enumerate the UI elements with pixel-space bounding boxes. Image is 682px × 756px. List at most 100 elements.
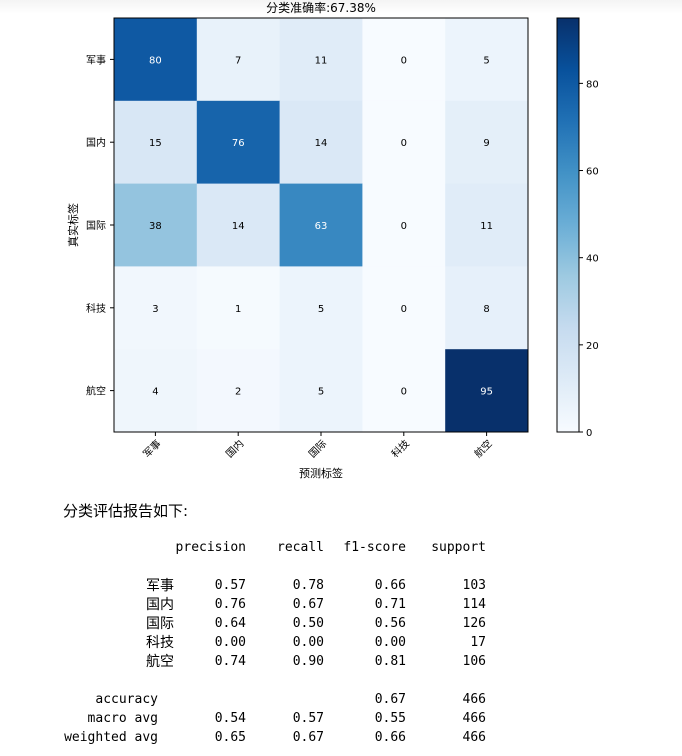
weighted-avg-f1: 0.66 [374,730,406,745]
macro-avg-support: 466 [462,711,486,726]
report-row-label: 航空 [146,654,174,670]
report-row-recall: 0.50 [292,616,324,631]
macro-avg-recall: 0.57 [292,711,324,726]
report-row-label: 国内 [146,597,174,613]
y-tick-label: 航空 [86,385,106,398]
cell-value-label: 5 [318,304,324,315]
colorbar [556,17,580,433]
weighted-avg-recall: 0.67 [292,730,324,745]
heatmap-cell [114,18,198,102]
window-top-bar [0,0,682,14]
cell-value-label: 8 [483,304,489,315]
heatmap-cells [114,18,529,433]
cell-value-label: 63 [315,221,328,232]
header-precision: precision [175,540,246,555]
heatmap-cell [362,183,446,267]
cell-value-label: 7 [235,55,241,66]
report-row-recall: 0.67 [292,597,324,612]
cell-value-label: 0 [401,138,407,149]
report-row-precision: 0.00 [214,635,246,650]
heatmap-cell [196,266,281,350]
cell-value-label: 0 [401,55,407,66]
cell-value-label: 5 [483,55,489,66]
cell-value-label: 14 [232,221,245,232]
cell-value-label: 11 [315,55,328,66]
report-row-label: 科技 [146,635,174,651]
report-row-precision: 0.64 [214,616,246,631]
cell-value-label: 15 [149,138,162,149]
heatmap-cell [279,183,363,267]
accuracy-label: accuracy [95,692,158,707]
confusion-matrix-chart: 分类准确率:67.38% 80 7 11 0 515 76 14 0 938 14 63 0 113 1 5… [66,0,599,480]
report-row-f1: 0.66 [374,578,406,593]
y-tick-label: 科技 [86,302,106,315]
heatmap-cell [196,100,281,185]
weighted-avg-label: weighted avg [64,730,158,745]
weighted-avg-precision: 0.65 [214,730,246,745]
macro-avg-precision: 0.54 [214,711,246,726]
macro-avg-f1: 0.55 [374,711,406,726]
cell-value-label: 14 [315,138,328,149]
heatmap-cell [362,349,446,433]
heatmap-cell [114,266,198,350]
colorbar-tick-label: 80 [586,79,599,90]
heatmap-cell [445,100,529,185]
heatmap-cell [114,183,198,267]
y-tick-label: 军事 [86,53,106,66]
header-f1-score: f1-score [343,540,406,555]
cell-value-label: 80 [149,55,162,66]
heatmap-cell [196,18,281,102]
x-axis-label: 预测标签 [299,466,343,480]
report-row-recall: 0.00 [292,635,324,650]
y-tick-label: 国内 [86,136,106,149]
heatmap-cell [279,100,363,185]
macro-avg-label: macro avg [87,711,158,726]
report-row-precision: 0.76 [214,597,246,612]
cell-value-label: 2 [235,387,241,398]
y-axis-label: 真实标签 [66,203,80,247]
heatmap-cell [362,100,446,185]
heatmap-cell [362,266,446,350]
report-row-f1: 0.00 [374,635,406,650]
report-row-support: 126 [462,616,486,631]
cell-value-label: 76 [232,138,245,149]
heatmap-cell [362,18,446,102]
colorbar-tick-label: 40 [586,254,599,265]
chart-title: 分类准确率:67.38% [266,0,376,15]
report-row-f1: 0.81 [374,654,406,669]
report-heading: 分类评估报告如下: [63,502,189,520]
cell-value-label: 3 [152,304,158,315]
report-row-f1: 0.56 [374,616,406,631]
cell-value-label: 4 [152,387,158,398]
cell-value-label: 0 [401,221,407,232]
heatmap-cell-labels: 80 7 11 0 515 76 14 0 938 14 63 0 113 1 5 0 84 2 5 0 95 [149,55,493,397]
report-row-precision: 0.57 [214,578,246,593]
cell-value-label: 38 [149,221,162,232]
header-support: support [431,540,486,555]
report-row-recall: 0.90 [292,654,324,669]
cell-value-label: 5 [318,387,324,398]
accuracy-support: 466 [462,692,486,707]
heatmap-cell [196,349,281,433]
colorbar-tick-label: 0 [586,428,592,439]
heatmap-cell [445,183,529,267]
cell-value-label: 95 [480,387,493,398]
colorbar-tick-label: 60 [586,167,599,178]
report-row-precision: 0.74 [214,654,246,669]
colorbar-tick-label: 20 [586,341,599,352]
y-tick-label: 国际 [86,220,106,232]
cell-value-label: 0 [401,304,407,315]
heatmap-cell [196,183,281,267]
weighted-avg-support: 466 [462,730,486,745]
cell-value-label: 1 [235,304,241,315]
heatmap-cell [114,100,198,185]
report-row-f1: 0.71 [374,597,406,612]
heatmap-cell [114,349,198,433]
heatmap-cell [279,266,363,350]
header-recall: recall [277,540,324,555]
heatmap-cell [279,349,363,433]
report-row-support: 17 [470,635,486,650]
heatmap-cell [445,266,529,350]
